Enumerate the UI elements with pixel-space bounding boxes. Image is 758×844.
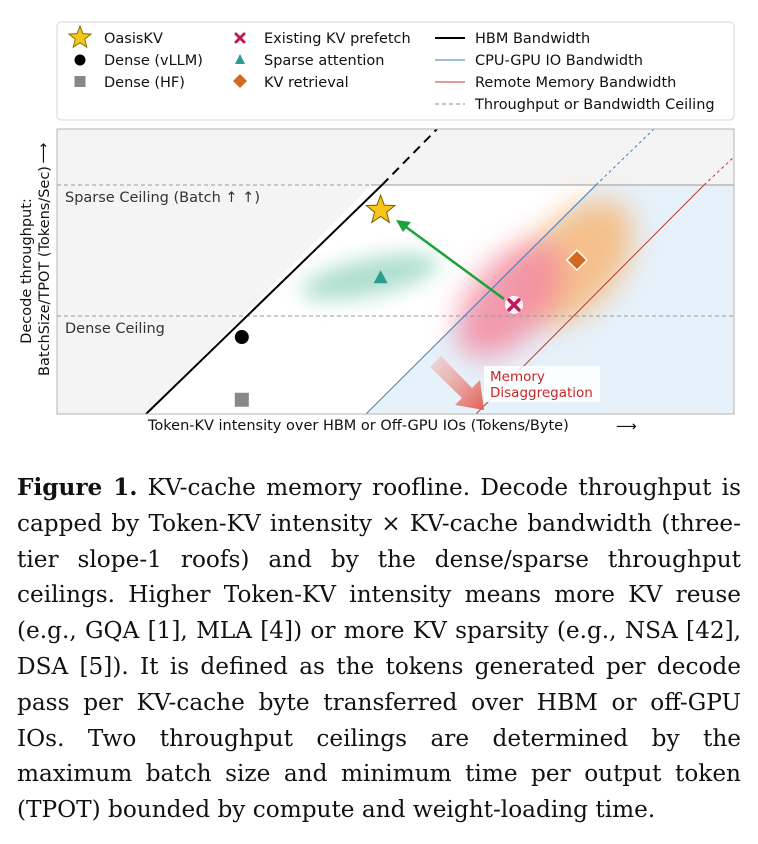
legend-label-dense-hf: Dense (HF) — [104, 75, 185, 91]
legend-label-sparse-attention: Sparse attention — [264, 53, 384, 69]
plot-frame — [56, 128, 735, 415]
improvement-arrow — [405, 225, 505, 301]
oasiskv-star-icon — [67, 24, 93, 49]
y-axis-label-line1: Decode throughput: — [19, 198, 35, 344]
y-axis-label-line2: BatchSize/TPOT (Tokens/Sec) — [37, 166, 53, 376]
roofline-figure: OasisKV Dense (vLLM) Dense (HF) Existing… — [19, 21, 735, 435]
legend-label-oasiskv: OasisKV — [104, 31, 163, 47]
marker-dense-hf — [234, 392, 249, 407]
cpu-gpu-roof-dashed — [595, 129, 655, 186]
legend-label-dense-vllm: Dense (vLLM) — [104, 53, 203, 69]
figure-caption: Figure 1. KV-cache memory roofline. Deco… — [17, 470, 741, 828]
legend-frame — [56, 21, 735, 121]
hbm-roof-dashed — [381, 129, 438, 186]
legend-label-kv-prefetch: Existing KV prefetch — [264, 31, 411, 47]
cpu-gpu-roof-solid — [365, 184, 597, 414]
dense-hf-square-icon — [74, 76, 86, 87]
y-axis-label-group: Decode throughput: BatchSize/TPOT (Token… — [19, 166, 53, 376]
annotation-line1: Memory — [490, 369, 545, 385]
annotation-line2: Disaggregation — [490, 385, 593, 401]
marker-dense-vllm — [234, 330, 249, 345]
sparse-ceiling-label: Sparse Ceiling (Batch ↑ ↑) — [65, 190, 260, 206]
dense-ceiling-label: Dense Ceiling — [65, 321, 165, 337]
marker-existing-kv-prefetch — [504, 295, 523, 314]
legend-label-cpu-gpu: CPU-GPU IO Bandwidth — [475, 53, 643, 69]
data-markers — [234, 193, 588, 407]
plot-area: Sparse Ceiling (Batch ↑ ↑) Dense Ceiling… — [56, 128, 735, 415]
y-axis-arrow: ⟶ — [36, 142, 52, 163]
legend-label-hbm: HBM Bandwidth — [475, 31, 590, 47]
improvement-arrowhead — [396, 220, 411, 232]
marker-sparse-attention — [373, 270, 388, 284]
legend-label-kv-retrieval: KV retrieval — [264, 75, 349, 91]
legend-label-ceiling: Throughput or Bandwidth Ceiling — [474, 97, 715, 113]
y-axis-arrow-group: ⟶ — [36, 142, 52, 163]
dense-vllm-circle-icon — [74, 54, 86, 66]
sparse-attention-cloud — [301, 254, 439, 300]
caption-text: KV-cache memory roofline. Decode through… — [17, 474, 742, 824]
kv-retrieval-diamond-icon — [233, 74, 247, 88]
hbm-roof-solid — [145, 184, 383, 414]
remote-roof-dashed — [703, 156, 734, 186]
marker-kv-retrieval — [565, 249, 588, 272]
memory-disaggregation-arrow — [430, 356, 484, 410]
marker-oasiskv — [364, 193, 397, 224]
x-axis-arrow: ⟶ — [616, 419, 637, 435]
x-axis-label: Token-KV intensity over HBM or Off-GPU I… — [147, 418, 569, 434]
kv-prefetch-x-icon — [234, 32, 246, 44]
annotation-backdrop — [484, 366, 600, 402]
legend-label-remote-memory: Remote Memory Bandwidth — [475, 75, 676, 91]
caption-label: Figure 1. — [17, 474, 138, 501]
sparse-attention-triangle-icon — [235, 54, 245, 64]
legend: OasisKV Dense (vLLM) Dense (HF) Existing… — [56, 21, 735, 121]
